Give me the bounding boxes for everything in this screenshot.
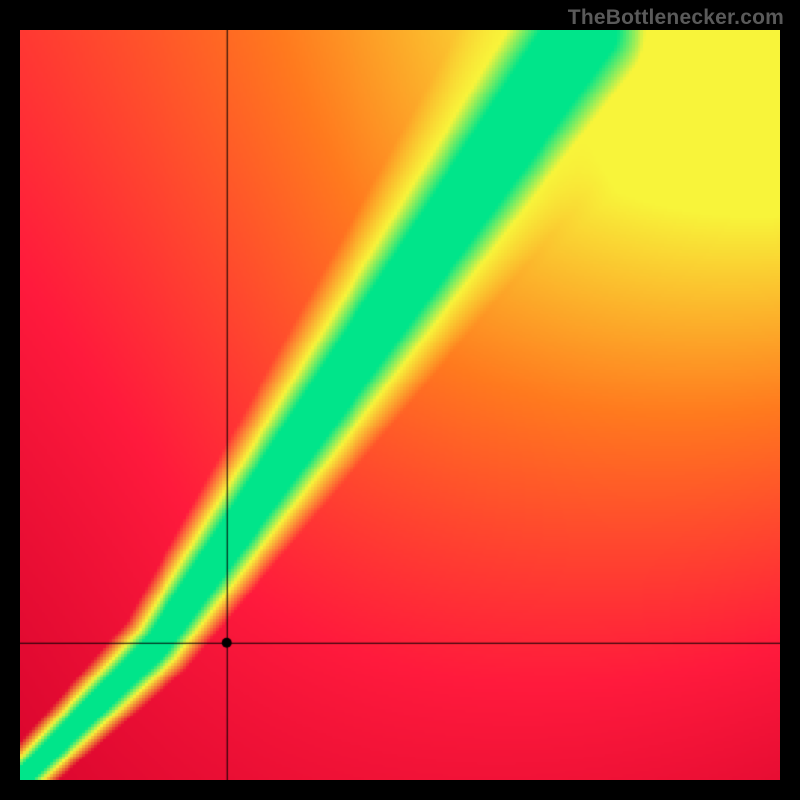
heatmap-plot-area [20, 30, 780, 780]
heatmap-canvas [20, 30, 780, 780]
chart-container: TheBottlenecker.com [0, 0, 800, 800]
watermark-text: TheBottlenecker.com [568, 6, 784, 30]
